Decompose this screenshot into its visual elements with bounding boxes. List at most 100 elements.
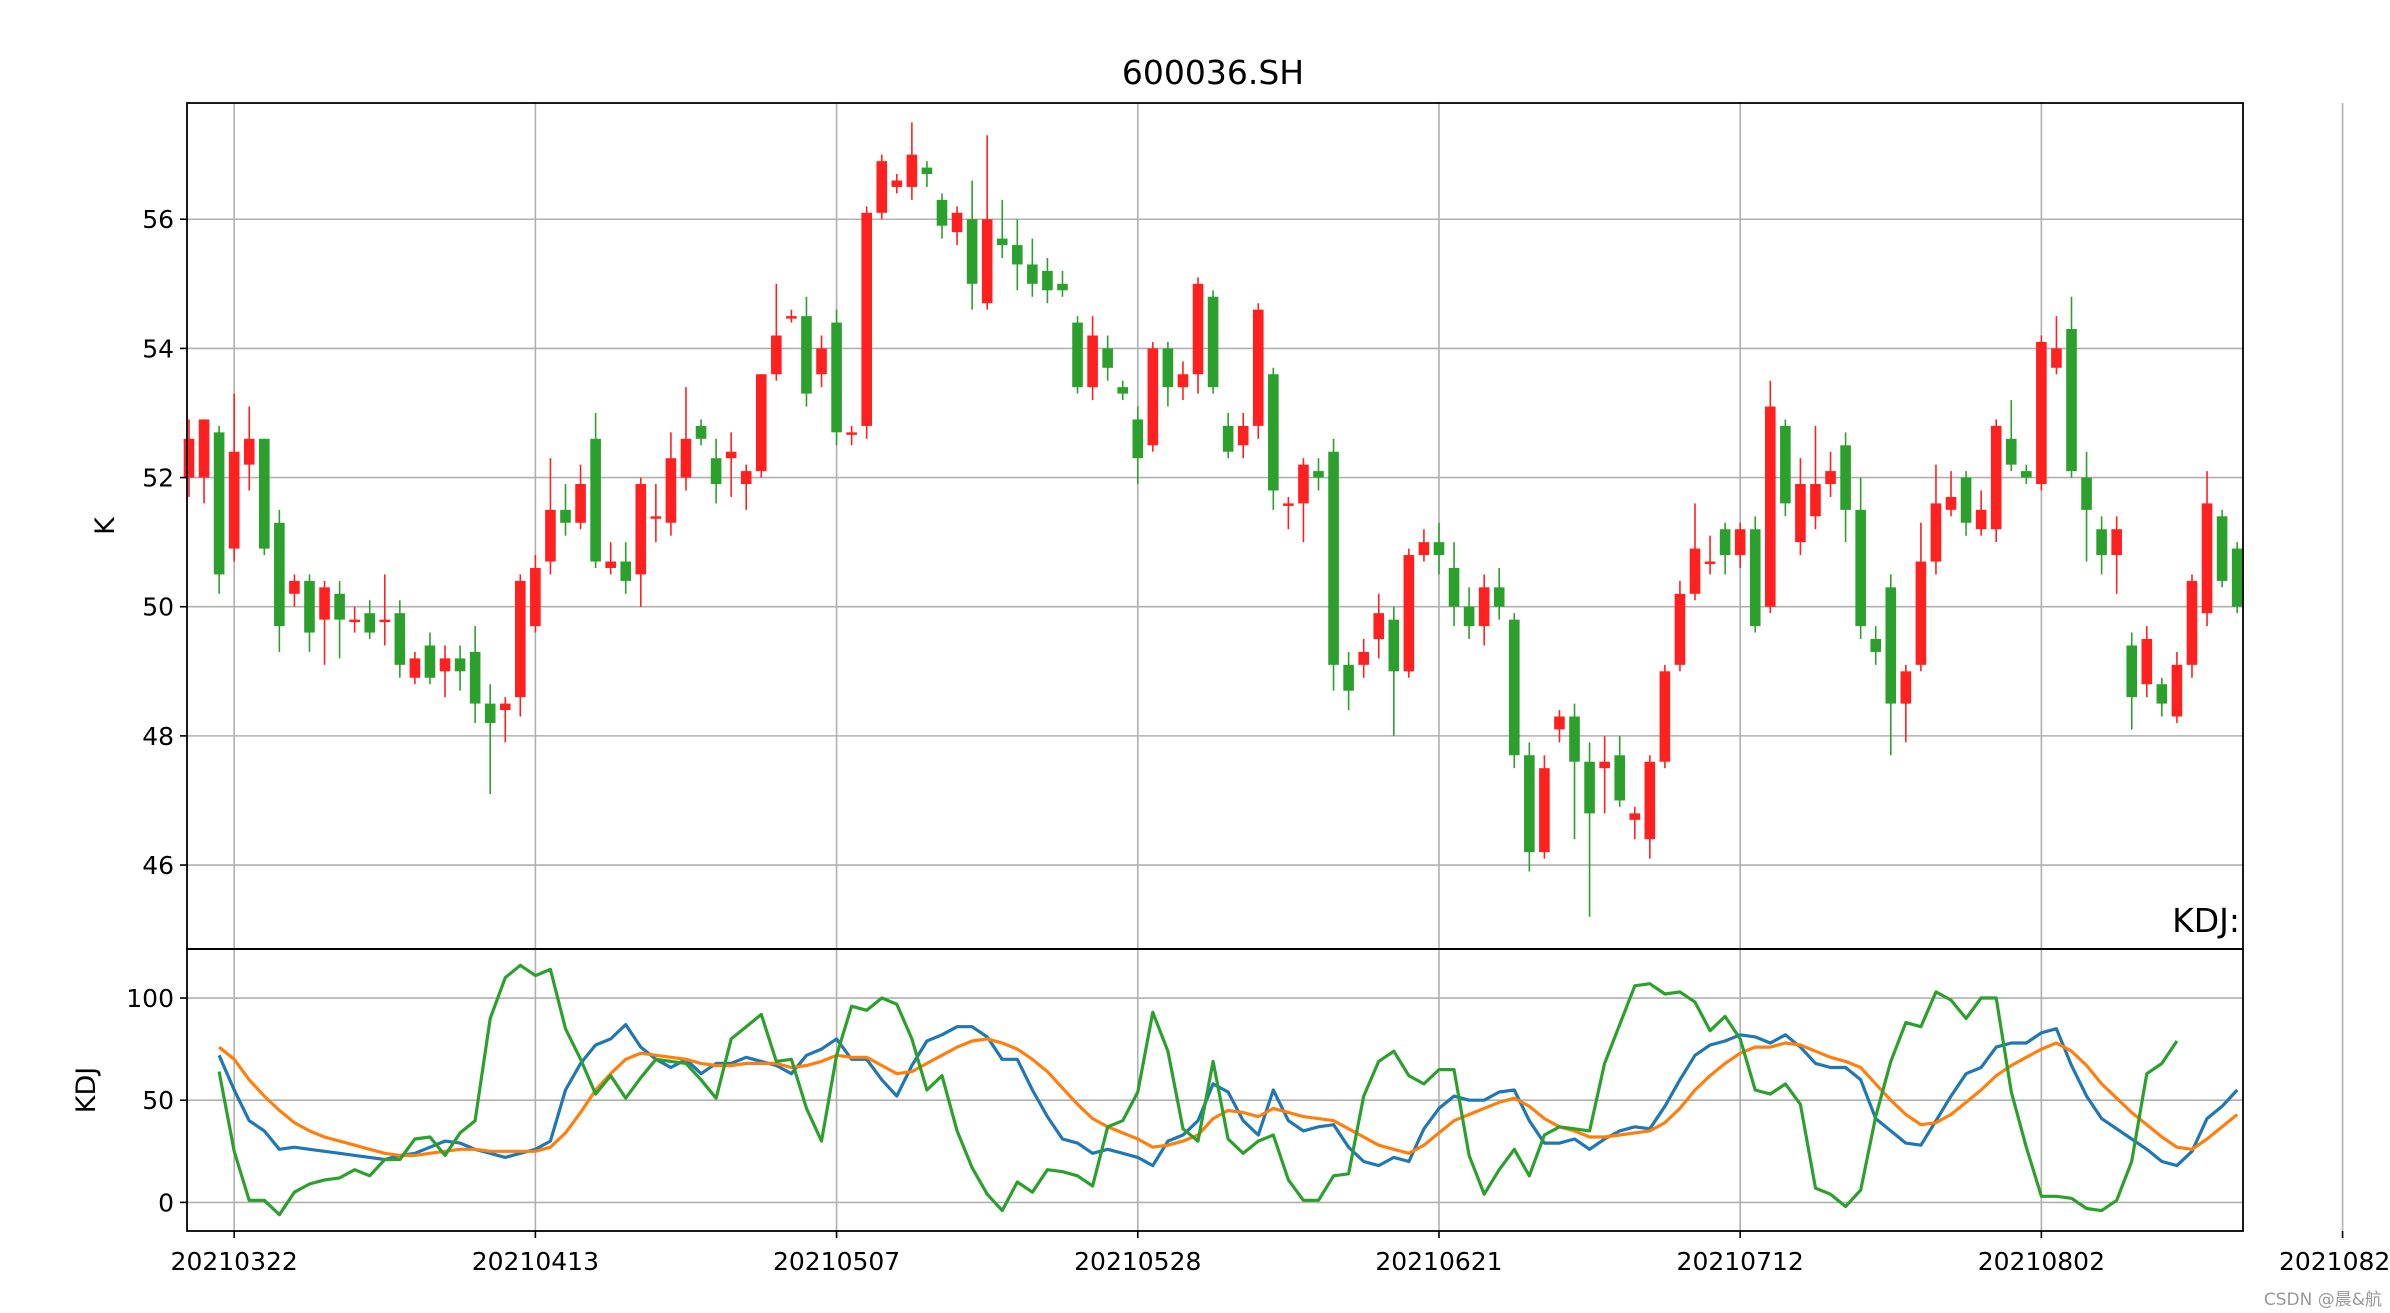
candle-body bbox=[1418, 542, 1430, 556]
candle bbox=[1027, 238, 1038, 297]
candle-body bbox=[786, 316, 797, 319]
candle bbox=[439, 645, 451, 698]
candle-body bbox=[1012, 245, 1023, 265]
candle bbox=[1177, 361, 1189, 401]
candle-body bbox=[1765, 406, 1776, 607]
candle bbox=[1945, 471, 1957, 517]
candle bbox=[1689, 503, 1701, 601]
candle bbox=[1749, 516, 1761, 633]
candle-body bbox=[801, 316, 812, 394]
candle-body bbox=[1448, 567, 1460, 607]
candle-body bbox=[755, 374, 767, 472]
candle bbox=[545, 458, 556, 575]
candle-body bbox=[1749, 529, 1761, 627]
candle bbox=[1403, 548, 1415, 678]
candle bbox=[289, 574, 300, 607]
candle-body bbox=[1825, 471, 1836, 485]
candle-body bbox=[816, 348, 827, 375]
candle bbox=[409, 651, 421, 685]
candle-body bbox=[1147, 348, 1159, 446]
candlestick-y-axis-label: K bbox=[90, 516, 121, 535]
candle bbox=[1825, 451, 1836, 497]
candle-body bbox=[1057, 283, 1068, 291]
candle-body bbox=[695, 425, 707, 439]
candle-body bbox=[1388, 619, 1400, 672]
candle bbox=[1328, 438, 1339, 691]
kdj-panel-label: KDJ: bbox=[2172, 901, 2240, 940]
candle-body bbox=[680, 438, 692, 478]
candle-body bbox=[379, 619, 391, 623]
candle-body bbox=[1493, 587, 1505, 607]
candle-body bbox=[1659, 671, 1671, 762]
candle-body bbox=[620, 561, 632, 581]
candle bbox=[2021, 464, 2032, 485]
candle bbox=[740, 464, 752, 510]
candle-body bbox=[1373, 613, 1385, 640]
candle bbox=[1102, 335, 1113, 381]
candle bbox=[1674, 580, 1686, 672]
candle bbox=[1222, 412, 1234, 459]
candle-body bbox=[951, 212, 963, 233]
candle-body bbox=[1614, 755, 1625, 801]
candle-body bbox=[575, 484, 586, 523]
candle-body bbox=[1027, 264, 1038, 284]
candle-body bbox=[1343, 664, 1354, 691]
chart-title: 600036.SH bbox=[1122, 53, 1304, 92]
y-tick-label: 100 bbox=[126, 984, 174, 1013]
candle-body bbox=[1644, 761, 1656, 840]
candle-body bbox=[274, 522, 285, 627]
candlestick-y-ticks: 46 48 50 52 54 56 bbox=[142, 205, 187, 880]
candle-body bbox=[1358, 651, 1369, 665]
kdj-frame bbox=[186, 948, 2244, 1232]
candle bbox=[1042, 257, 1053, 304]
candle bbox=[2156, 677, 2168, 717]
candle bbox=[1795, 458, 1806, 556]
candle bbox=[1192, 277, 1204, 394]
candle-body bbox=[394, 613, 406, 665]
candle bbox=[1975, 490, 1987, 536]
candle-body bbox=[921, 167, 933, 175]
candle bbox=[936, 193, 948, 239]
candle-body bbox=[1042, 270, 1053, 291]
candle bbox=[1418, 529, 1430, 562]
candle bbox=[1584, 742, 1595, 917]
candle-body bbox=[1930, 503, 1942, 562]
candle-body bbox=[846, 432, 857, 435]
watermark: CSDN @晨&航 bbox=[2264, 1290, 2382, 1310]
candle bbox=[605, 542, 616, 575]
candle bbox=[1840, 432, 1851, 543]
candle-body bbox=[1719, 529, 1731, 556]
candle-body bbox=[710, 458, 722, 485]
candle bbox=[394, 600, 406, 678]
candle bbox=[2216, 509, 2228, 588]
candle bbox=[484, 684, 496, 795]
candle bbox=[1072, 316, 1083, 394]
candle bbox=[1569, 703, 1580, 840]
candle-body bbox=[725, 451, 737, 459]
candle bbox=[1810, 425, 1821, 530]
candle-body bbox=[2081, 477, 2092, 510]
candle-body bbox=[2051, 348, 2062, 368]
candle bbox=[424, 632, 436, 685]
candle bbox=[530, 555, 541, 633]
candle bbox=[198, 419, 210, 504]
candle bbox=[274, 509, 285, 652]
candle bbox=[183, 419, 195, 497]
candle bbox=[1448, 542, 1460, 627]
candlestick-series bbox=[183, 122, 2243, 917]
kdj-line-d bbox=[218, 1037, 2239, 1158]
candle bbox=[1162, 341, 1174, 407]
candle bbox=[1207, 290, 1219, 394]
candle-body bbox=[1252, 309, 1264, 426]
kdj-y-axis-label: KDJ bbox=[71, 1067, 102, 1113]
candle-body bbox=[1237, 425, 1249, 446]
y-tick-label: 54 bbox=[142, 334, 174, 363]
candle bbox=[650, 484, 662, 543]
candle bbox=[515, 574, 526, 717]
x-tick-label: 20210823 bbox=[2279, 1247, 2390, 1276]
candle bbox=[228, 393, 240, 562]
candle bbox=[1900, 664, 1912, 743]
candle bbox=[1252, 303, 1264, 439]
candle bbox=[364, 600, 376, 640]
candle-body bbox=[1734, 529, 1746, 556]
